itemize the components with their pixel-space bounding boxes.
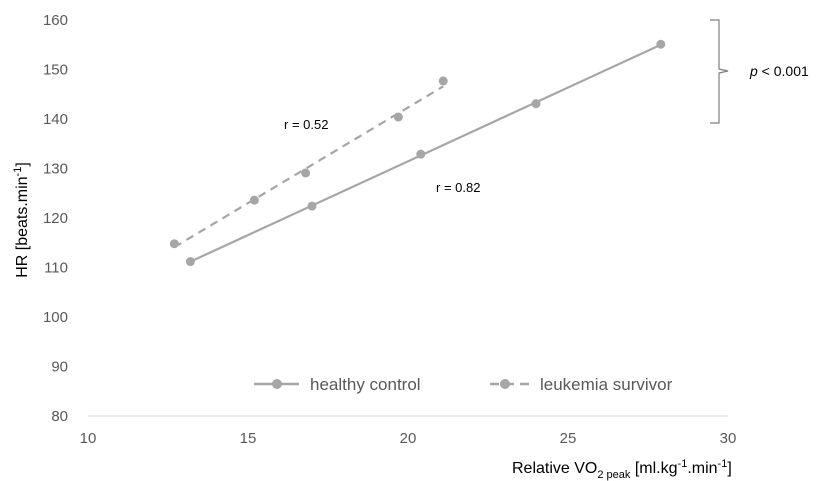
x-tick-label: 25 (560, 430, 577, 447)
y-tick-label: 150 (43, 62, 68, 79)
legend-label-healthy: healthy control (310, 375, 421, 394)
legend: healthy control leukemia survivor (254, 375, 673, 394)
y-tick-label: 120 (43, 210, 68, 227)
trendline-healthy (189, 43, 662, 263)
x-tick-label: 20 (400, 430, 417, 447)
y-axis-title: HR [beats.min-1] (12, 162, 31, 278)
data-point-leukemia (438, 76, 448, 86)
data-point-leukemia (301, 168, 311, 178)
legend-marker-healthy (272, 379, 282, 389)
x-axis-title: Relative VO2 peak [ml.kg-1.min-1] (512, 458, 732, 481)
legend-marker-leukemia (500, 379, 510, 389)
y-tick-label: 80 (51, 408, 68, 425)
y-tick-label: 130 (43, 161, 68, 178)
data-point-healthy (307, 201, 317, 211)
data-point-healthy (416, 149, 426, 159)
data-point-healthy (185, 257, 195, 267)
data-point-leukemia (393, 112, 403, 122)
data-point-leukemia (249, 195, 259, 205)
y-tick-label: 110 (44, 260, 68, 277)
series-layer (169, 39, 666, 267)
y-axis-ticks: 80 90 100 110 120 130 140 150 160 (43, 12, 68, 425)
data-point-leukemia (169, 239, 179, 249)
data-point-healthy (656, 39, 666, 49)
p-value-label: p < 0.001 (749, 63, 809, 79)
y-tick-label: 100 (43, 309, 68, 326)
trendline-leukemia (173, 85, 444, 249)
legend-label-leukemia: leukemia survivor (540, 375, 673, 394)
data-point-healthy (531, 99, 541, 109)
y-tick-label: 160 (43, 12, 68, 29)
x-tick-label: 15 (240, 430, 257, 447)
x-axis-ticks: 10 15 20 25 30 (80, 430, 737, 447)
x-tick-label: 30 (720, 430, 737, 447)
x-tick-label: 10 (80, 430, 97, 447)
y-tick-label: 90 (51, 359, 68, 376)
y-tick-label: 140 (43, 111, 68, 128)
r-label-leukemia: r = 0.52 (284, 117, 328, 132)
r-label-healthy: r = 0.82 (436, 180, 480, 195)
significance-bracket (710, 19, 729, 124)
